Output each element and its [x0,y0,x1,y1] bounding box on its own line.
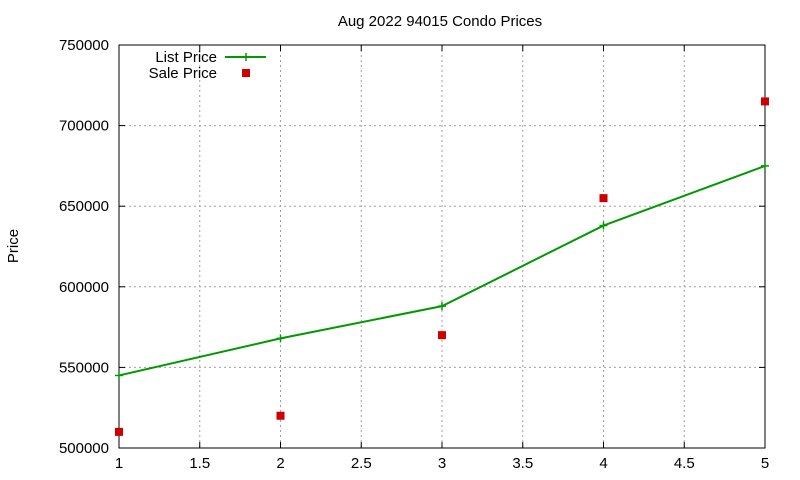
legend-entry: List Price [155,49,266,66]
data-point [276,334,285,343]
x-tick-label: 4.5 [674,455,695,472]
data-point [761,97,769,106]
x-tick-label: 2 [276,455,284,472]
data-point [276,411,285,420]
y-tick-label: 500000 [59,440,109,457]
data-point [115,371,123,380]
y-axis-title: Price [5,229,22,263]
data-point [438,302,446,311]
y-tick-label: 550000 [59,359,109,376]
x-tick-label: 3.5 [512,455,533,472]
x-tick-label: 4 [599,455,607,472]
data-point [438,331,446,340]
series-list-price [115,161,769,380]
x-tick-label: 1 [115,455,123,472]
legend-swatch-marker [242,53,250,61]
grid [119,45,765,448]
y-tick-label: 700000 [59,118,109,135]
series-sale-price [115,97,769,436]
series-layer [115,97,769,436]
data-point [761,161,769,170]
chart-title: Aug 2022 94015 Condo Prices [338,13,542,30]
data-point [599,221,608,230]
data-point [115,427,123,436]
axes: 1 1.5 2 2.5 3 3.5 4 4.5 5 500000 550000 600000 65000… [59,37,769,472]
y-tick-label: 650000 [59,198,109,215]
y-tick-label: 600000 [59,279,109,296]
legend-label: List Price [155,49,217,66]
x-tick-label: 1.5 [189,455,210,472]
x-tick-label: 2.5 [351,455,372,472]
x-tick-label: 5 [761,455,769,472]
legend-entry: Sale Price [149,65,250,82]
legend-swatch-marker [242,69,250,77]
data-point [599,194,608,203]
legend-label: Sale Price [149,65,217,82]
x-tick-label: 3 [438,455,446,472]
y-tick-label: 750000 [59,37,109,54]
